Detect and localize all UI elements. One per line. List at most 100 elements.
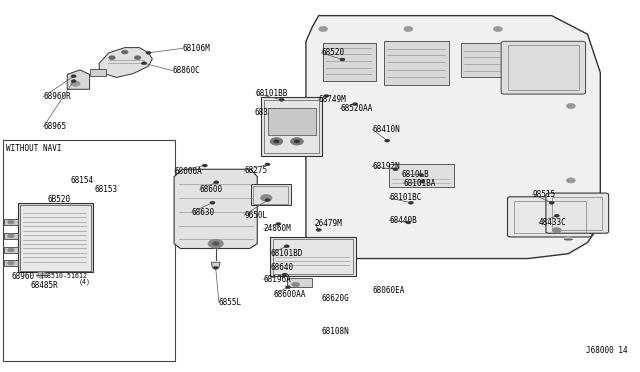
- Bar: [90, 69, 106, 76]
- Circle shape: [566, 178, 575, 183]
- Circle shape: [109, 56, 115, 60]
- Text: 68485R: 68485R: [31, 281, 58, 290]
- Circle shape: [274, 140, 279, 143]
- Circle shape: [316, 228, 321, 231]
- Text: 68600A: 68600A: [174, 167, 202, 176]
- FancyBboxPatch shape: [546, 193, 609, 233]
- Circle shape: [566, 103, 575, 109]
- Bar: [384, 41, 449, 85]
- Circle shape: [493, 26, 502, 32]
- Circle shape: [71, 75, 76, 78]
- Circle shape: [419, 173, 424, 176]
- Text: 98515: 98515: [532, 190, 556, 199]
- Circle shape: [213, 266, 218, 269]
- Circle shape: [340, 58, 345, 61]
- Bar: [514, 201, 586, 233]
- Circle shape: [210, 201, 215, 204]
- Polygon shape: [67, 70, 90, 89]
- Circle shape: [276, 222, 281, 225]
- Circle shape: [212, 242, 219, 246]
- Polygon shape: [99, 48, 152, 77]
- Text: 24860M: 24860M: [264, 224, 291, 233]
- Circle shape: [141, 62, 147, 65]
- Circle shape: [260, 195, 272, 201]
- Circle shape: [552, 228, 561, 233]
- Text: 9650L: 9650L: [244, 211, 268, 219]
- Bar: [287, 278, 312, 287]
- Polygon shape: [211, 262, 220, 268]
- Circle shape: [8, 248, 14, 252]
- Text: (4): (4): [79, 279, 91, 285]
- Circle shape: [406, 221, 411, 224]
- Circle shape: [71, 80, 76, 83]
- Circle shape: [146, 51, 151, 54]
- Bar: [20, 205, 91, 271]
- Circle shape: [8, 234, 14, 238]
- Text: 68060EA: 68060EA: [372, 286, 405, 295]
- Circle shape: [324, 94, 329, 97]
- Circle shape: [319, 26, 328, 32]
- Text: 68106M: 68106M: [182, 44, 210, 53]
- Text: 68275: 68275: [244, 166, 268, 175]
- Circle shape: [214, 181, 219, 184]
- Text: 68101BC: 68101BC: [389, 193, 422, 202]
- Text: 68101BB: 68101BB: [256, 89, 289, 98]
- Bar: [18, 203, 93, 272]
- Bar: [323, 43, 376, 81]
- Text: 68101BA: 68101BA: [403, 179, 436, 187]
- Circle shape: [265, 199, 270, 202]
- Text: 68620G: 68620G: [321, 294, 349, 303]
- Text: 68960: 68960: [12, 272, 35, 280]
- Text: 68860C: 68860C: [173, 66, 200, 75]
- Text: 68749M: 68749M: [319, 95, 346, 104]
- Polygon shape: [306, 16, 600, 259]
- Text: 6810LB: 6810LB: [402, 170, 429, 179]
- Bar: [251, 184, 291, 205]
- Bar: [268, 108, 316, 135]
- Text: 68600AA: 68600AA: [274, 290, 307, 299]
- Text: 68960R: 68960R: [44, 92, 71, 101]
- Text: 6B520: 6B520: [48, 195, 71, 203]
- Text: 68410N: 68410N: [372, 125, 400, 134]
- Circle shape: [408, 201, 413, 204]
- Circle shape: [279, 98, 284, 101]
- Circle shape: [208, 239, 223, 248]
- Polygon shape: [174, 169, 257, 248]
- Circle shape: [134, 56, 141, 60]
- FancyBboxPatch shape: [508, 197, 592, 237]
- Text: 68440B: 68440B: [389, 216, 417, 225]
- Bar: [389, 164, 454, 187]
- Text: 68108N: 68108N: [321, 327, 349, 336]
- Circle shape: [270, 138, 283, 145]
- Bar: [264, 100, 319, 153]
- Text: J68000 14: J68000 14: [586, 346, 627, 355]
- Bar: [4, 233, 18, 239]
- Text: 68600: 68600: [200, 185, 223, 194]
- Bar: [261, 97, 322, 156]
- Bar: [4, 247, 18, 253]
- Text: 48433C: 48433C: [539, 218, 566, 227]
- Text: 68640: 68640: [270, 263, 293, 272]
- Circle shape: [420, 180, 425, 183]
- Bar: [508, 45, 579, 90]
- Circle shape: [282, 273, 287, 276]
- Text: 68101BD: 68101BD: [270, 249, 303, 258]
- Circle shape: [404, 26, 413, 32]
- Text: 68192N: 68192N: [372, 162, 400, 171]
- Text: 68520AA: 68520AA: [340, 104, 373, 113]
- Bar: [3, 140, 175, 361]
- Circle shape: [265, 163, 270, 166]
- Bar: [4, 260, 18, 266]
- Text: 68630: 68630: [192, 208, 215, 217]
- Text: 68320A: 68320A: [255, 108, 282, 117]
- Text: 68196A: 68196A: [264, 275, 291, 284]
- Bar: [273, 239, 353, 274]
- Circle shape: [285, 286, 291, 289]
- Circle shape: [294, 140, 300, 143]
- Bar: [461, 43, 504, 77]
- Bar: [552, 197, 602, 230]
- Text: 26479M: 26479M: [315, 219, 342, 228]
- Circle shape: [385, 139, 390, 142]
- Bar: [270, 237, 356, 276]
- Text: 08510-51612: 08510-51612: [44, 273, 88, 279]
